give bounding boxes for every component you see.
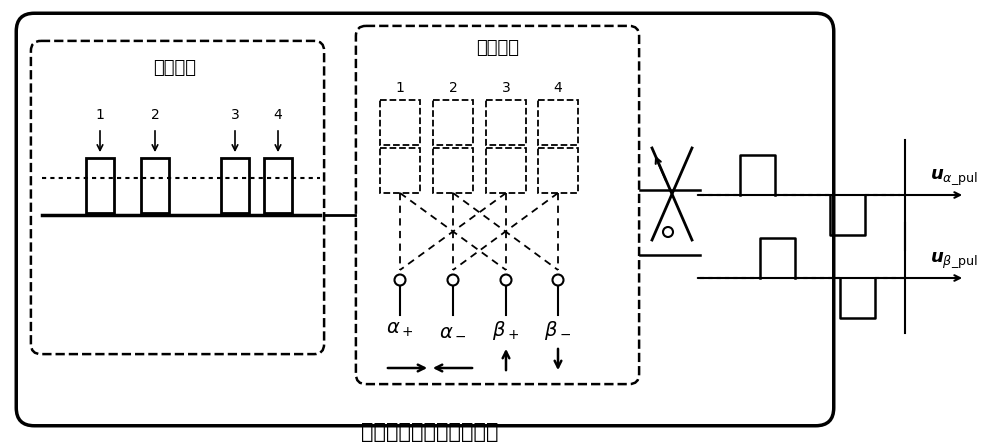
Text: 3: 3 xyxy=(502,81,510,95)
Text: $\alpha_-$: $\alpha_-$ xyxy=(439,321,467,339)
Text: 4: 4 xyxy=(274,108,282,122)
Text: $\beta_+$: $\beta_+$ xyxy=(492,319,520,341)
Text: 1: 1 xyxy=(396,81,404,95)
Bar xyxy=(380,148,420,193)
Bar xyxy=(380,100,420,145)
Text: 正交随机脉冲信号发生器: 正交随机脉冲信号发生器 xyxy=(361,422,499,442)
Text: 2: 2 xyxy=(449,81,457,95)
Bar xyxy=(264,158,292,213)
Text: 3: 3 xyxy=(231,108,239,122)
Bar xyxy=(433,100,473,145)
Bar xyxy=(538,100,578,145)
Bar xyxy=(486,100,526,145)
Bar xyxy=(221,158,249,213)
Text: $\alpha_+$: $\alpha_+$ xyxy=(386,321,414,339)
Text: $\beta_-$: $\beta_-$ xyxy=(544,319,572,341)
Text: 1: 1 xyxy=(96,108,104,122)
Text: 2: 2 xyxy=(151,108,159,122)
Text: 4: 4 xyxy=(554,81,562,95)
Bar xyxy=(538,148,578,193)
Bar xyxy=(486,148,526,193)
Text: 脉冲选择: 脉冲选择 xyxy=(477,39,520,57)
Bar xyxy=(141,158,169,213)
Text: $\boldsymbol{u}_{\beta\_\mathrm{pul}}$: $\boldsymbol{u}_{\beta\_\mathrm{pul}}$ xyxy=(930,250,978,270)
Bar xyxy=(86,158,114,213)
Bar xyxy=(433,148,473,193)
Text: $\boldsymbol{u}_{\alpha\_\mathrm{pul}}$: $\boldsymbol{u}_{\alpha\_\mathrm{pul}}$ xyxy=(930,167,978,187)
Text: 位置选择: 位置选择 xyxy=(154,59,196,77)
